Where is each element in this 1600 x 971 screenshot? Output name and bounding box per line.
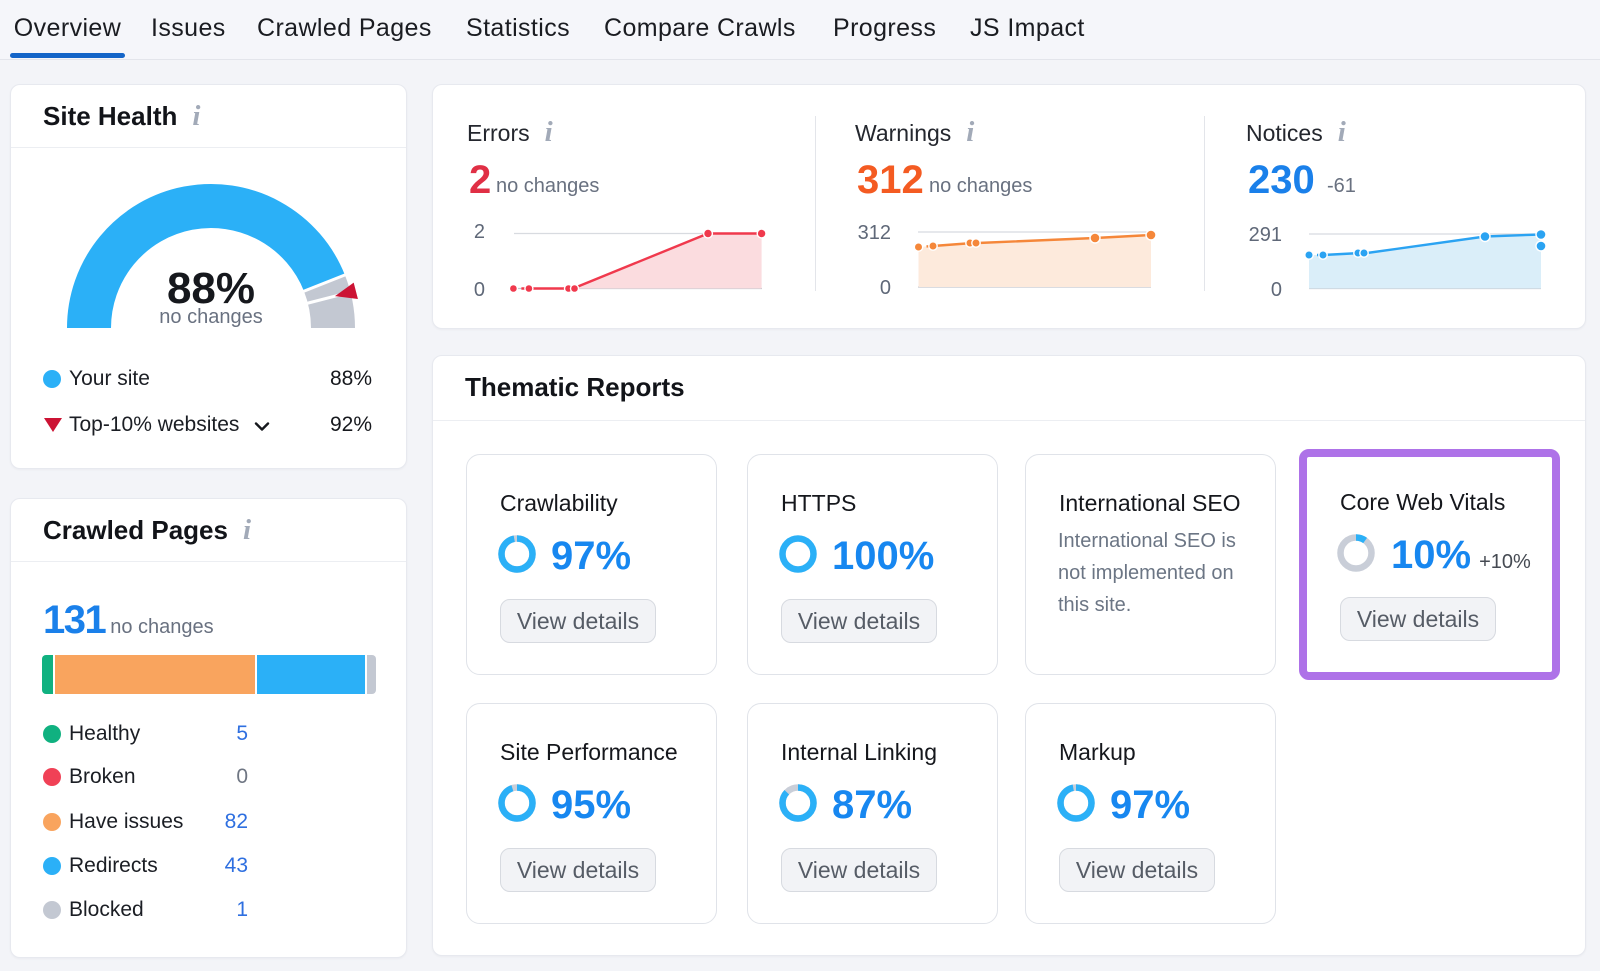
svg-text:88%: 88% xyxy=(167,264,255,313)
svg-text:312: 312 xyxy=(858,222,891,244)
svg-text:2: 2 xyxy=(474,221,485,243)
svg-text:no changes: no changes xyxy=(159,306,262,328)
svg-text:291: 291 xyxy=(1249,224,1282,246)
svg-text:0: 0 xyxy=(1271,279,1282,301)
svg-text:0: 0 xyxy=(880,277,891,299)
svg-text:0: 0 xyxy=(474,279,485,301)
